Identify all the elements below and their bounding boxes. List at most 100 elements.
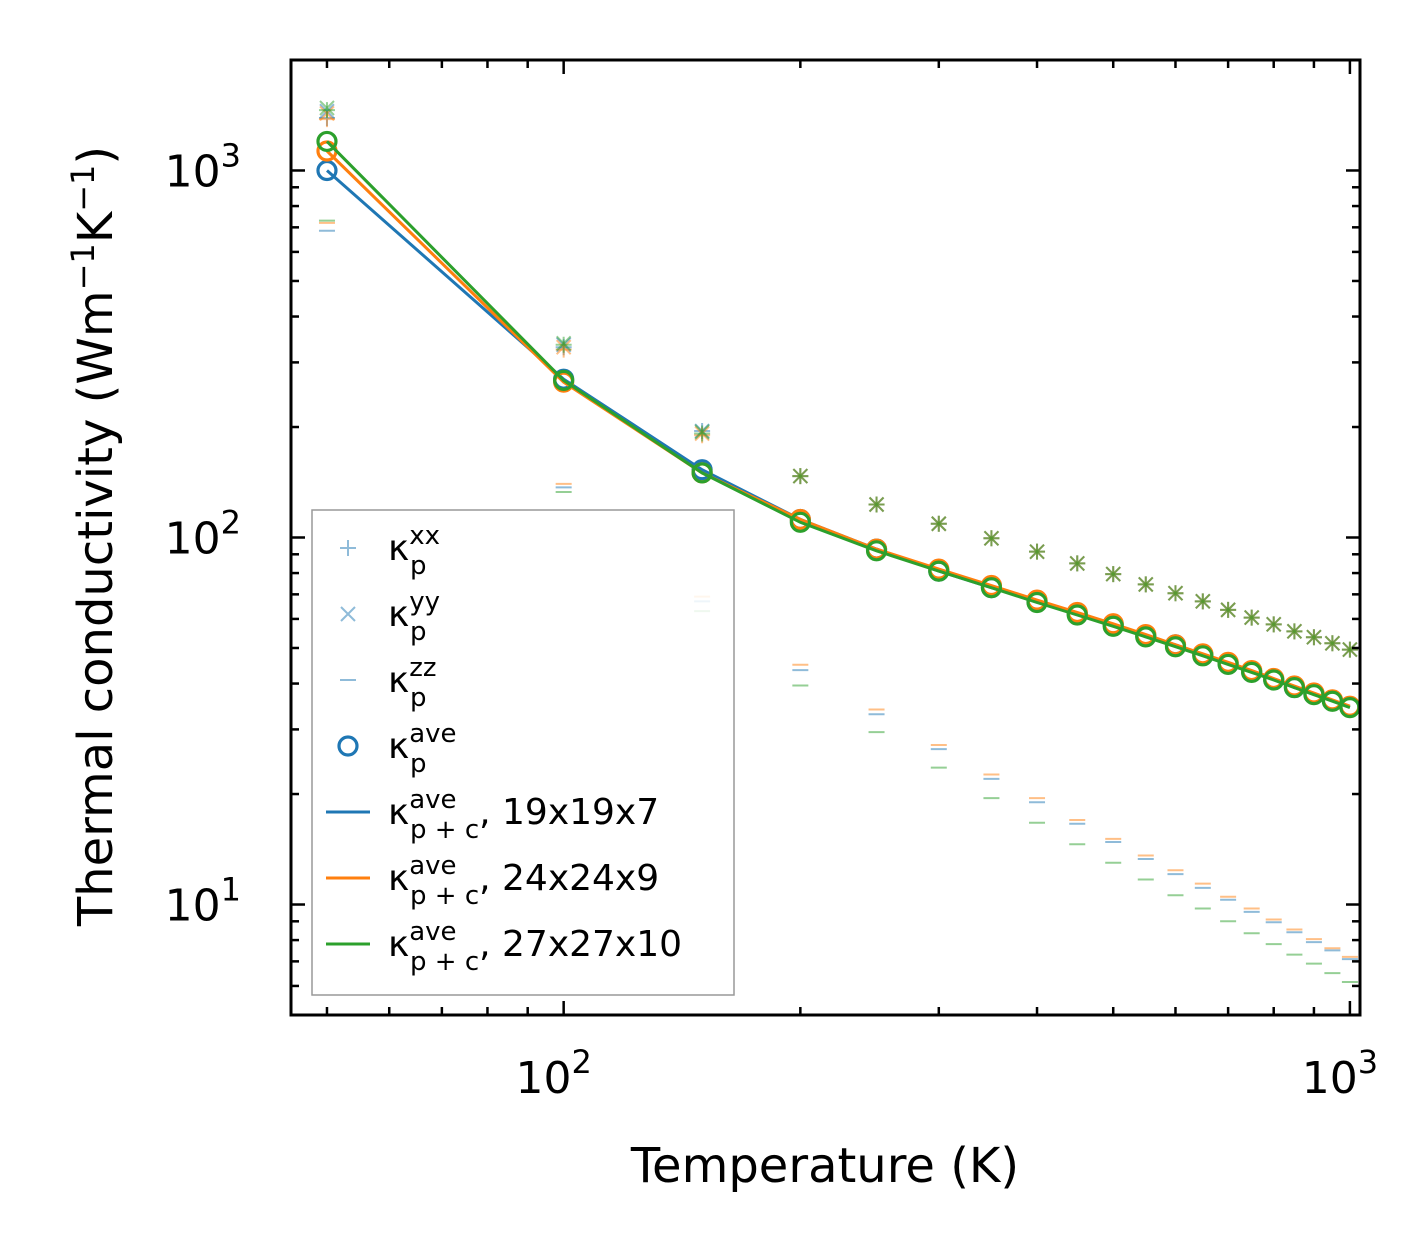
- kave-point: [1283, 676, 1306, 699]
- kave-point: [928, 560, 950, 582]
- legend-label-sub: p: [410, 551, 427, 581]
- y-tick-label-exp: 1: [221, 871, 241, 909]
- kave-point: [789, 511, 811, 533]
- y-tick-label-base: 10: [165, 881, 221, 932]
- legend-entry: κxx p: [340, 521, 440, 581]
- y-axis-label-mid: K: [68, 210, 124, 243]
- legend-label: κave p: [388, 719, 457, 779]
- x-tick-label: 103: [1302, 1043, 1378, 1104]
- y-axis-label: Thermal conductivity (Wm−1K−1): [64, 146, 124, 927]
- legend-circle-marker: [337, 735, 359, 757]
- x-tick-label-base: 10: [515, 1053, 571, 1104]
- legend-entry: κave p + c, 19x19x7: [326, 785, 659, 845]
- y-tick-label: 101: [165, 871, 241, 932]
- legend-entry: κyy p: [340, 587, 440, 647]
- kyy-point: [1286, 623, 1303, 640]
- kyy-point: [868, 496, 885, 513]
- y-tick-label-exp: 2: [221, 504, 241, 542]
- legend-label: κzz p: [388, 653, 437, 713]
- kave-point: [865, 540, 888, 562]
- y-tick-label-base: 10: [165, 146, 221, 197]
- kave-point: [1241, 661, 1263, 683]
- kave-point: [1026, 591, 1048, 614]
- legend-label: κave p + c, 19x19x7: [388, 785, 659, 845]
- legend-plus-marker: [340, 540, 356, 556]
- axis-labels: Temperature (K) Thermal conductivity (Wm…: [64, 146, 1019, 1194]
- legend-label-sup: yy: [409, 587, 440, 617]
- kyy-point: [1266, 616, 1282, 633]
- kave-point: [316, 159, 338, 182]
- legend-label-sup: ave: [409, 785, 456, 815]
- legend-label-base: κ: [388, 528, 409, 569]
- legend-label-sub: p: [410, 683, 427, 713]
- kyy-point: [1220, 602, 1236, 618]
- kyy-point: [1105, 566, 1121, 582]
- data-layer: [316, 100, 1360, 984]
- legend-label: κxx p: [388, 521, 440, 581]
- legend-label: κyy p: [388, 587, 440, 647]
- y-tick-label: 103: [165, 136, 241, 197]
- x-tick-label: 102: [515, 1043, 591, 1104]
- legend-label-suffix: , 24x24x9: [479, 858, 659, 899]
- plot-area: [316, 100, 1360, 984]
- legend-entry: κave p + c, 27x27x10: [326, 917, 682, 977]
- y-axis-label-sup2: −1: [64, 165, 102, 212]
- x-tick-label-exp: 2: [571, 1043, 591, 1081]
- kave-point: [1164, 636, 1187, 658]
- kave-point: [691, 462, 713, 484]
- legend-box: [311, 509, 735, 996]
- legend-label-sub: p: [410, 617, 427, 647]
- legend-label-sub: p + c: [410, 947, 479, 977]
- kave-point: [1303, 684, 1325, 706]
- kyy-point: [319, 100, 335, 116]
- x-axis-label: Temperature (K): [630, 1138, 1019, 1194]
- kave-point: [1135, 626, 1157, 648]
- kyy-point: [1029, 543, 1045, 560]
- kyy-point: [1243, 609, 1260, 626]
- legend-x-marker: [340, 606, 356, 622]
- legend-label-sup: ave: [409, 851, 456, 881]
- kave-point: [553, 369, 575, 391]
- kyy-point: [1069, 555, 1085, 572]
- x-tick-label-base: 10: [1302, 1053, 1358, 1104]
- y-tick-label: 102: [165, 504, 241, 565]
- legend-entry: κzz p: [340, 653, 437, 713]
- kave-point: [1263, 669, 1285, 691]
- kave-point: [1217, 653, 1239, 676]
- legend-label-base: κ: [388, 858, 409, 899]
- kave-point: [316, 130, 338, 153]
- x-tick-label-exp: 3: [1358, 1043, 1378, 1081]
- legend-label-base: κ: [388, 660, 409, 701]
- legend-label-sub: p + c: [410, 815, 479, 845]
- kave-point: [1102, 615, 1124, 637]
- y-axis-label-sup1: −1: [64, 243, 102, 290]
- legend-label-base: κ: [388, 726, 409, 767]
- y-tick-label-base: 10: [165, 514, 221, 565]
- kyy-point: [694, 424, 710, 440]
- legend-label-suffix: , 27x27x10: [479, 924, 682, 965]
- legend-label-base: κ: [388, 594, 409, 635]
- series-c27-line: [325, 140, 1351, 710]
- kyy-point: [1324, 635, 1341, 651]
- legend-label-base: κ: [388, 792, 409, 833]
- legend-label-sub: p: [410, 749, 427, 779]
- kave-point: [980, 577, 1003, 599]
- legend-entry: κave p + c, 24x24x9: [326, 851, 659, 911]
- kyy-point: [792, 468, 809, 484]
- kyy-point: [1306, 629, 1322, 645]
- y-axis-label-main: Thermal conductivity (Wm: [68, 290, 124, 927]
- legend-label-sup: xx: [409, 521, 440, 551]
- kave-point: [1192, 645, 1214, 667]
- kxx-point: [694, 425, 711, 442]
- legend-label-sup: ave: [409, 719, 456, 749]
- legend-label: κave p + c, 24x24x9: [388, 851, 659, 911]
- legend-label-sup: ave: [409, 917, 456, 947]
- y-axis-label-end: ): [68, 146, 124, 165]
- kyy-point: [1167, 585, 1184, 601]
- kyy-point: [1138, 576, 1154, 593]
- kyy-point: [983, 530, 1000, 547]
